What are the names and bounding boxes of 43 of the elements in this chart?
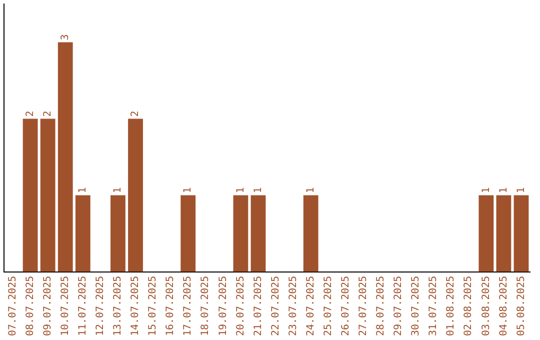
- data-label: 1: [252, 187, 264, 194]
- data-label: 2: [42, 110, 54, 117]
- x-tick-label: 08.07.2025: [24, 276, 36, 336]
- x-tick-label: 10.07.2025: [60, 276, 71, 336]
- x-tick-label: 01.08.2025: [446, 276, 457, 336]
- x-tick-label: 26.07.2025: [340, 276, 352, 336]
- x-tick-label: 04.08.2025: [498, 276, 510, 336]
- x-tick-label: 17.07.2025: [182, 276, 194, 336]
- x-tick-label: 16.07.2025: [165, 276, 176, 336]
- x-tick-label: 14.07.2025: [130, 276, 142, 336]
- x-tick-label: 27.07.2025: [358, 276, 370, 336]
- data-label: 1: [112, 187, 124, 194]
- data-label: 1: [480, 187, 492, 194]
- data-label: 1: [182, 187, 194, 194]
- x-tick-label: 24.07.2025: [305, 276, 316, 336]
- data-label: 1: [77, 187, 88, 194]
- x-tick-label: 21.07.2025: [252, 276, 264, 336]
- x-tick-label: 07.07.2025: [7, 276, 18, 336]
- data-label: 1: [498, 187, 510, 194]
- x-tick-label: 31.07.2025: [428, 276, 440, 336]
- x-tick-label: 02.08.2025: [463, 276, 474, 336]
- x-tick-label: 13.07.2025: [112, 276, 124, 336]
- x-tick-label: 19.07.2025: [218, 276, 229, 336]
- x-tick-label: 30.07.2025: [410, 276, 422, 336]
- x-tick-label: 11.07.2025: [77, 276, 88, 336]
- data-label: 3: [60, 34, 71, 40]
- x-tick-label: 23.07.2025: [288, 276, 299, 336]
- data-label: 2: [24, 110, 36, 117]
- x-tick-label: 12.07.2025: [95, 276, 106, 336]
- x-tick-label: 09.07.2025: [42, 276, 54, 336]
- x-tick-label: 22.07.2025: [270, 276, 282, 336]
- x-tick-label: 05.08.2025: [516, 276, 527, 336]
- data-label: 1: [516, 187, 527, 194]
- x-tick-label: 29.07.2025: [393, 276, 404, 336]
- x-tick-label: 25.07.2025: [322, 276, 334, 336]
- x-tick-label: 28.07.2025: [376, 276, 387, 336]
- x-tick-label: 20.07.2025: [235, 276, 246, 336]
- x-tick-label: 03.08.2025: [480, 276, 492, 336]
- data-label: 2: [130, 110, 142, 117]
- data-label: 1: [235, 187, 246, 194]
- x-tick-label: 15.07.2025: [148, 276, 159, 336]
- data-label: 1: [305, 187, 316, 194]
- x-tick-label: 18.07.2025: [200, 276, 212, 336]
